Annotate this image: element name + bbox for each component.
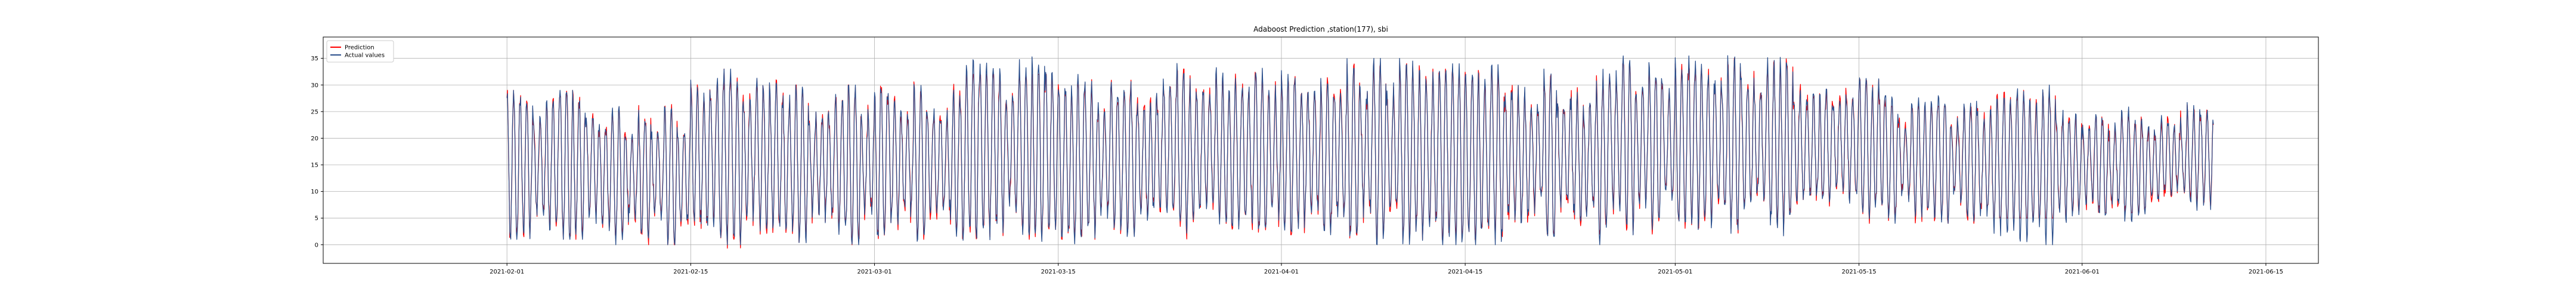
axis-ticks: 2021-02-01 2021-02-15 2021-03-01 2021-03-15… <box>311 56 2283 275</box>
series-line-actual-values <box>506 55 2214 245</box>
y-tick-label: 25 <box>311 109 318 115</box>
x-tick-label: 2021-04-01 <box>1264 269 1299 275</box>
y-tick-label: 15 <box>311 162 318 169</box>
axes-frame <box>323 36 2319 264</box>
y-tick-label: 20 <box>311 136 318 142</box>
x-tick-label: 2021-05-15 <box>1841 269 1876 275</box>
grid-lines <box>323 37 2318 263</box>
chart-title: Adaboost Prediction ,station(177), sbi <box>1253 25 1388 33</box>
legend-label-prediction: Prediction <box>345 45 374 51</box>
x-tick-label: 2021-05-01 <box>1658 269 1692 275</box>
x-tick-label: 2021-02-15 <box>673 269 708 275</box>
x-tick-label: 2021-02-01 <box>490 269 524 275</box>
y-tick-label: 5 <box>315 216 318 222</box>
y-tick-label: 10 <box>311 189 318 195</box>
series-layer <box>506 55 2214 249</box>
y-tick-label: 30 <box>311 82 318 89</box>
legend: Prediction Actual values <box>326 40 394 63</box>
x-tick-label: 2021-03-01 <box>857 269 891 275</box>
x-tick-label: 2021-06-01 <box>2065 269 2100 275</box>
x-tick-label: 2021-04-15 <box>1448 269 1482 275</box>
x-tick-label: 2021-03-15 <box>1041 269 1076 275</box>
legend-label-actual-values: Actual values <box>345 53 385 59</box>
y-tick-label: 35 <box>311 56 318 62</box>
x-tick-label: 2021-06-15 <box>2249 269 2283 275</box>
legend-box <box>326 40 394 63</box>
y-tick-label: 0 <box>315 242 318 248</box>
